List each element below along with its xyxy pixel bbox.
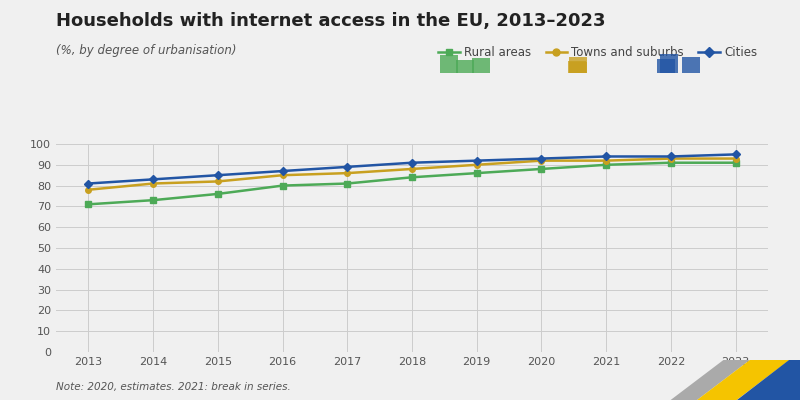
Bar [448,54,466,73]
Text: (%, by degree of urbanisation): (%, by degree of urbanisation) [56,44,237,57]
Bar [442,60,459,73]
Bar [550,58,567,73]
Bar [662,54,681,73]
Bar [658,60,677,73]
Polygon shape [737,360,800,400]
Bar [474,60,492,73]
Polygon shape [697,360,790,400]
Text: Households with internet access in the EU, 2013–2023: Households with internet access in the E… [56,12,606,30]
Polygon shape [670,360,750,400]
Bar [550,56,569,73]
Bar [682,57,699,73]
Bar [554,52,573,73]
Legend: Rural areas, Towns and suburbs, Cities: Rural areas, Towns and suburbs, Cities [434,42,762,64]
Text: Note: 2020, estimates. 2021: break in series.: Note: 2020, estimates. 2021: break in se… [56,382,290,392]
